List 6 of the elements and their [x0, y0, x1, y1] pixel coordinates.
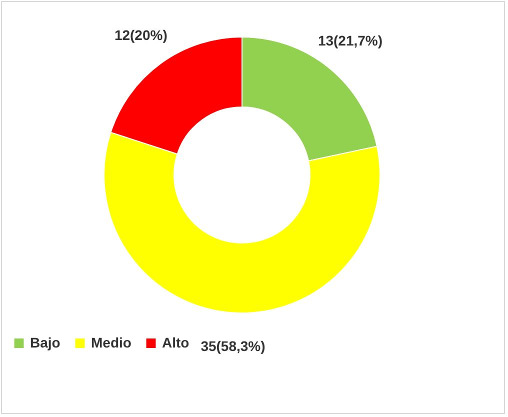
data-label: 35(58,3%) — [200, 338, 266, 354]
legend-label: Medio — [91, 334, 132, 350]
legend-label: Bajo — [30, 334, 60, 350]
data-label: 13(21,7%) — [318, 32, 383, 48]
legend-label: Alto — [162, 334, 190, 350]
data-label: 12(20%) — [114, 26, 168, 43]
